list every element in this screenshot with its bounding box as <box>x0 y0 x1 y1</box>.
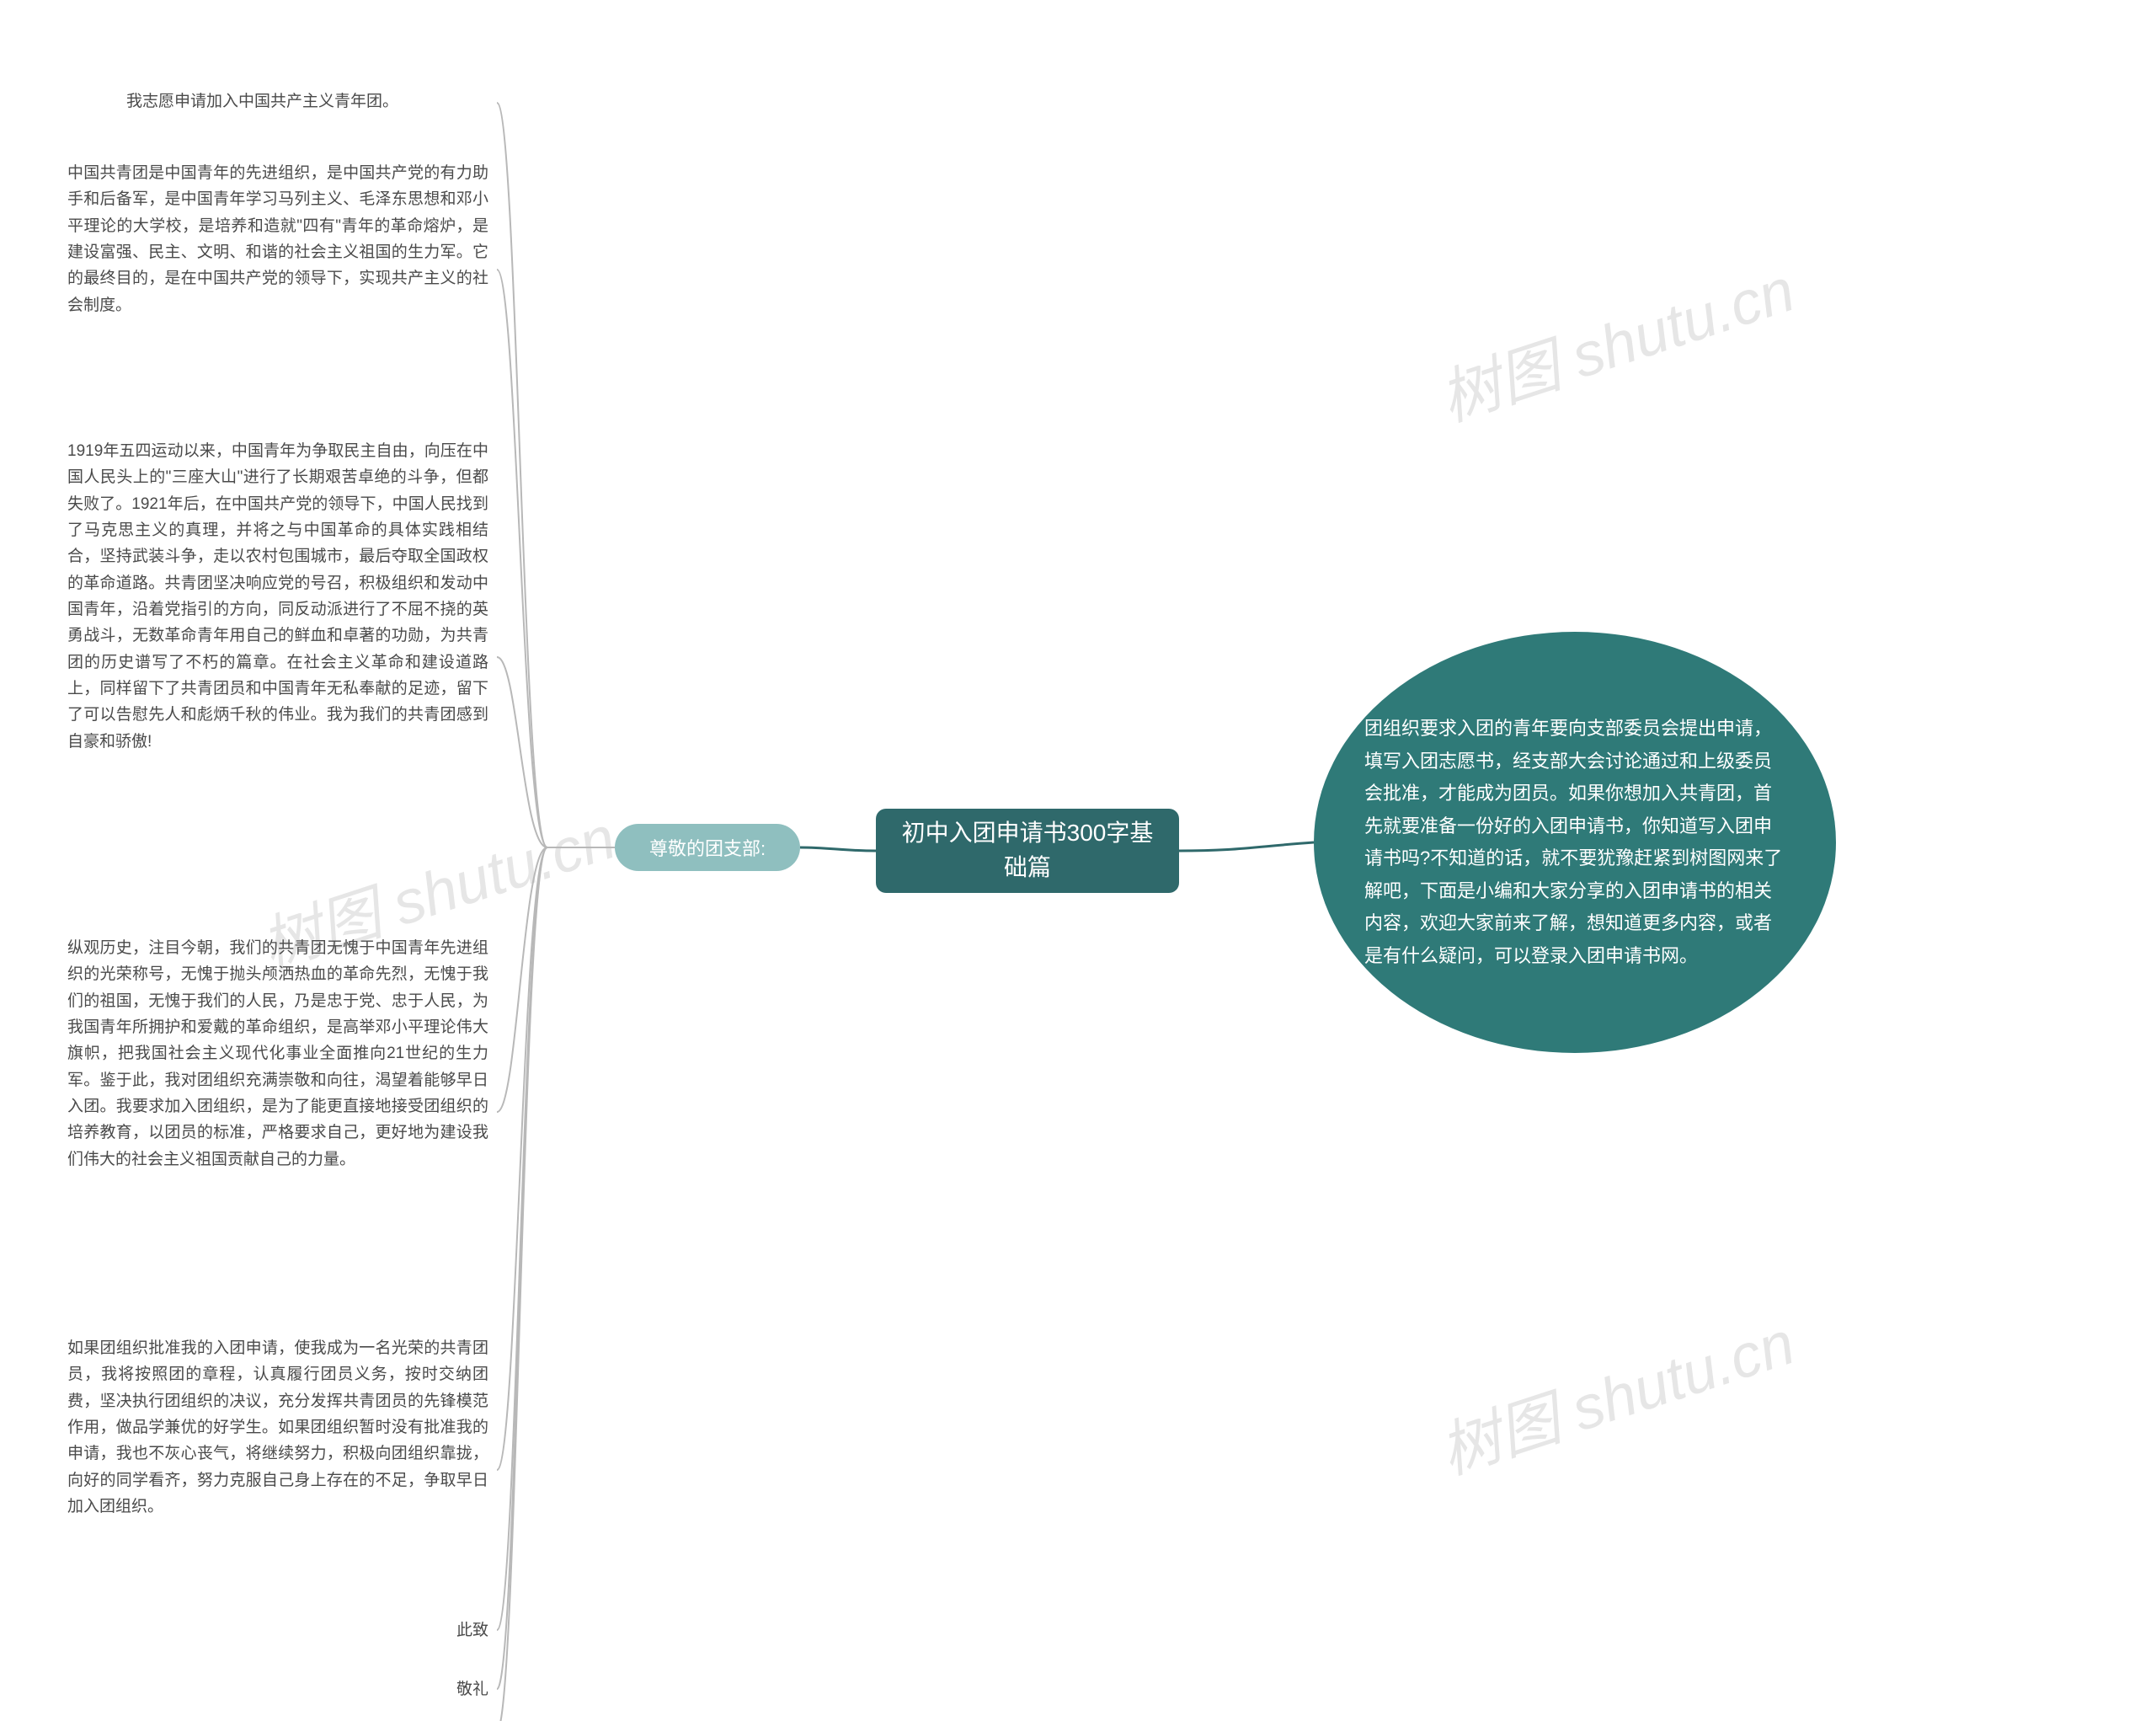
leaf-node[interactable]: 敬礼 <box>67 1676 488 1703</box>
connector-line <box>497 270 547 847</box>
leaf-text: 中国共青团是中国青年的先进组织，是中国共产党的有力助手和后备军，是中国青年学习马… <box>67 164 488 314</box>
connector-line <box>497 657 547 847</box>
leaf-text: 如果团组织批准我的入团申请，使我成为一名光荣的共青团员，我将按照团的章程，认真履… <box>67 1339 488 1515</box>
connector-line <box>497 847 547 1689</box>
connector-line <box>497 847 547 1112</box>
leaf-text: 此致 <box>456 1622 488 1639</box>
connector-line <box>497 847 547 1470</box>
leaf-text: 我志愿申请加入中国共产主义青年团。 <box>126 93 398 110</box>
watermark: 树图 shutu.cn <box>1427 1293 1803 1491</box>
left-pill-node[interactable]: 尊敬的团支部: <box>615 824 800 871</box>
left-pill-label: 尊敬的团支部: <box>649 834 766 861</box>
right-bubble-node[interactable]: 团组织要求入团的青年要向支部委员会提出申请，填写入团志愿书，经支部大会讨论通过和… <box>1314 632 1836 1053</box>
right-bubble-text: 团组织要求入团的青年要向支部委员会提出申请，填写入团志愿书，经支部大会讨论通过和… <box>1364 713 1785 972</box>
leaf-text: 纵观历史，注目今朝，我们的共青团无愧于中国青年先进组织的光荣称号，无愧于抛头颅洒… <box>67 939 488 1168</box>
leaf-node[interactable]: 我志愿申请加入中国共产主义青年团。 <box>126 88 488 119</box>
leaf-node[interactable]: 纵观历史，注目今朝，我们的共青团无愧于中国青年先进组织的光荣称号，无愧于抛头颅洒… <box>67 935 488 1289</box>
leaf-node[interactable]: 1919年五四运动以来，中国青年为争取民主自由，向压在中国人民头上的"三座大山"… <box>67 438 488 876</box>
watermark: 树图 shutu.cn <box>1427 240 1803 438</box>
connector-line <box>800 847 876 851</box>
center-node[interactable]: 初中入团申请书300字基础篇 <box>876 809 1179 893</box>
connector-line <box>1179 842 1314 851</box>
leaf-text: 敬礼 <box>456 1681 488 1698</box>
leaf-node[interactable]: 中国共青团是中国青年的先进组织，是中国共产党的有力助手和后备军，是中国青年学习马… <box>67 160 488 379</box>
connector-line <box>497 847 547 1721</box>
center-node-label: 初中入团申请书300字基础篇 <box>898 816 1157 885</box>
connector-line <box>497 847 547 1630</box>
leaf-text: 1919年五四运动以来，中国青年为争取民主自由，向压在中国人民头上的"三座大山"… <box>67 442 488 751</box>
connector-line <box>497 103 547 847</box>
leaf-node[interactable]: 如果团组织批准我的入团申请，使我成为一名光荣的共青团员，我将按照团的章程，认真履… <box>67 1335 488 1605</box>
leaf-node[interactable]: 此致 <box>67 1617 488 1644</box>
